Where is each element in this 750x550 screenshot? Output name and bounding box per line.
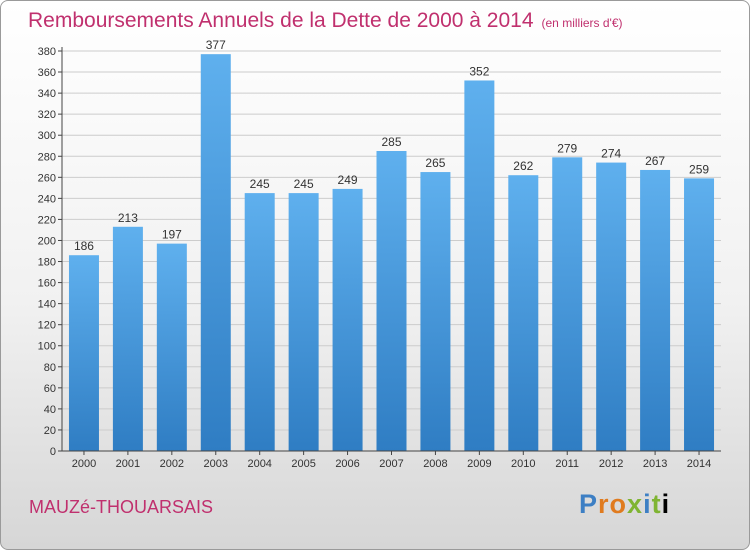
x-tick-label: 2004	[247, 458, 271, 470]
bar	[244, 193, 275, 451]
bar-value-label: 213	[118, 211, 138, 225]
y-tick-label: 80	[44, 362, 56, 374]
bar	[596, 162, 627, 451]
bar	[464, 80, 495, 451]
y-tick-label: 20	[44, 425, 56, 437]
bar	[112, 226, 143, 451]
y-tick-label: 380	[38, 46, 56, 58]
bar-value-label: 197	[162, 228, 182, 242]
bar-value-label: 267	[645, 154, 665, 168]
x-tick-label: 2006	[335, 458, 359, 470]
logo-letter: r	[598, 489, 610, 519]
y-tick-label: 160	[38, 278, 56, 290]
bar-value-label: 285	[381, 135, 401, 149]
bar	[288, 193, 319, 451]
y-tick-label: 40	[44, 404, 56, 416]
bar	[332, 188, 363, 452]
y-tick-label: 240	[38, 193, 56, 205]
bar	[508, 175, 539, 452]
bar	[420, 172, 451, 452]
bar	[200, 54, 231, 451]
bar	[684, 178, 715, 452]
x-tick-label: 2007	[379, 458, 403, 470]
x-tick-label: 2013	[643, 458, 667, 470]
bars: 186 213 197 377 245 245 249 285 265 352 262 279 274 2…	[68, 38, 715, 452]
logo-letter: x	[627, 489, 644, 519]
y-tick-label: 300	[38, 130, 56, 142]
x-tick-label: 2001	[116, 458, 140, 470]
logo-letter: t	[651, 489, 662, 519]
y-tick-label: 220	[38, 214, 56, 226]
bar-value-label: 265	[425, 156, 445, 170]
y-tick-label: 340	[38, 88, 56, 100]
x-tick-label: 2005	[291, 458, 315, 470]
proxiti-logo: Proxiti	[579, 489, 670, 520]
logo-letter: i	[643, 489, 652, 519]
y-tick-label: 180	[38, 257, 56, 269]
commune-name: MAUZé-THOUARSAIS	[29, 497, 214, 517]
y-tick-label: 280	[38, 151, 56, 163]
bar-value-label: 259	[689, 162, 709, 176]
y-tick-label: 320	[38, 109, 56, 121]
chart-title: Remboursements Annuels de la Dette de 20…	[28, 9, 623, 33]
bar-value-label: 377	[206, 38, 226, 52]
bar-value-label: 245	[250, 177, 270, 191]
x-tick-label: 2000	[72, 458, 96, 470]
bar-value-label: 186	[74, 239, 94, 253]
bar-value-label: 274	[601, 147, 621, 161]
y-tick-label: 140	[38, 299, 56, 311]
chart-title-text: Remboursements Annuels de la Dette de 20…	[28, 9, 534, 32]
bar-value-label: 279	[557, 141, 577, 155]
y-tick-label: 100	[38, 341, 56, 353]
y-tick-label: 60	[44, 383, 56, 395]
y-tick-label: 120	[38, 320, 56, 332]
bar-value-label: 352	[469, 64, 489, 78]
bar	[156, 243, 187, 451]
logo-letter: i	[661, 489, 671, 519]
axes: 0 20 40 60 80 100 120 140 160 180 200 220 240 260 280 3…	[38, 46, 721, 470]
x-tick-label: 2012	[599, 458, 623, 470]
x-tick-label: 2010	[511, 458, 535, 470]
bar-value-label: 245	[294, 177, 314, 191]
x-tick-label: 2011	[555, 458, 579, 470]
y-tick-label: 200	[38, 235, 56, 247]
bar	[68, 255, 99, 451]
y-tick-label: 360	[38, 67, 56, 79]
bar-value-label: 262	[513, 159, 533, 173]
logo-letter: o	[609, 489, 628, 519]
bar	[552, 157, 583, 451]
x-tick-label: 2014	[687, 458, 711, 470]
y-tick-label: 0	[50, 446, 56, 458]
x-tick-label: 2009	[467, 458, 491, 470]
x-tick-label: 2002	[160, 458, 184, 470]
bar	[640, 169, 671, 451]
logo-letter: P	[579, 489, 599, 519]
y-tick-label: 260	[38, 172, 56, 184]
bar	[376, 151, 407, 451]
bar-value-label: 249	[338, 173, 358, 187]
x-tick-label: 2003	[204, 458, 228, 470]
x-tick-label: 2008	[423, 458, 447, 470]
chart-subtitle: (en milliers d'€)	[541, 16, 623, 30]
